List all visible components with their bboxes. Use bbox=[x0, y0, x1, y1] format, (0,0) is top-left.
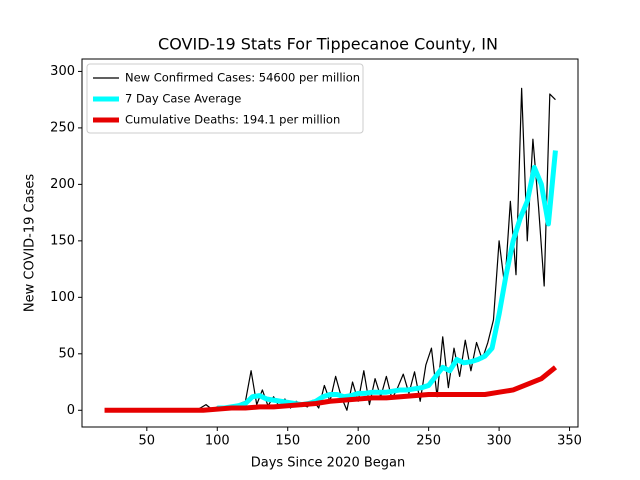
y-tick-label: 50 bbox=[58, 346, 75, 361]
series-line bbox=[194, 87, 556, 411]
series-line bbox=[104, 365, 558, 413]
chart-title: COVID-19 Stats For Tippecanoe County, IN bbox=[158, 35, 498, 54]
legend-label: Cumulative Deaths: 194.1 per million bbox=[125, 113, 340, 127]
x-tick-label: 150 bbox=[275, 434, 300, 449]
series-line bbox=[217, 150, 558, 411]
y-tick-label: 250 bbox=[50, 120, 75, 135]
x-tick-label: 250 bbox=[416, 434, 441, 449]
y-tick-label: 300 bbox=[50, 64, 75, 79]
x-tick-label: 200 bbox=[346, 434, 371, 449]
x-tick-label: 350 bbox=[557, 434, 582, 449]
legend-box bbox=[86, 63, 364, 134]
plot-frame bbox=[81, 58, 579, 428]
x-tick-label: 50 bbox=[139, 434, 156, 449]
x-tick-label: 300 bbox=[487, 434, 512, 449]
legend-label: 7 Day Case Average bbox=[125, 92, 241, 106]
y-tick-label: 200 bbox=[50, 177, 75, 192]
x-axis-label: Days Since 2020 Began bbox=[251, 456, 406, 471]
y-tick-label: 150 bbox=[50, 233, 75, 248]
y-tick-label: 0 bbox=[67, 403, 75, 418]
y-axis-label: New COVID-19 Cases bbox=[23, 174, 38, 312]
legend-label: New Confirmed Cases: 54600 per million bbox=[125, 71, 360, 85]
y-tick-label: 100 bbox=[50, 290, 75, 305]
x-tick-label: 100 bbox=[205, 434, 230, 449]
